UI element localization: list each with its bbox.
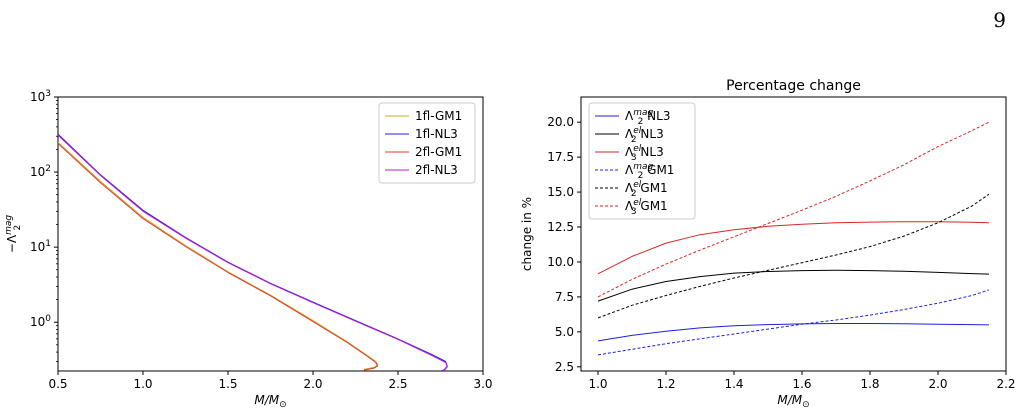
legend-entry-label: Λel 2 NL3 bbox=[625, 126, 664, 145]
series-line-4 bbox=[597, 289, 990, 356]
x-tick-label: 2.0 bbox=[928, 377, 947, 391]
series-line-3 bbox=[58, 143, 379, 371]
y-tick-label: 103 bbox=[30, 89, 51, 104]
legend-entry-label: Λmag 2 NL3 bbox=[625, 108, 670, 127]
legend-box bbox=[588, 102, 696, 220]
y-axis-label: −Λmag2 bbox=[4, 215, 23, 254]
x-tick-label: 0.5 bbox=[48, 377, 67, 391]
legend-entry-label: Λel 3 NL3 bbox=[625, 144, 664, 163]
y-tick-label: 17.5 bbox=[547, 150, 574, 164]
y-tick-label: 20.0 bbox=[547, 115, 574, 129]
x-tick-label: 3.0 bbox=[473, 377, 492, 391]
legend-entry-label: 2fl-NL3 bbox=[415, 163, 458, 177]
series-group bbox=[58, 133, 448, 371]
x-tick-label: 1.0 bbox=[588, 377, 607, 391]
plot-frame bbox=[580, 96, 1007, 372]
x-tick-label: 1.4 bbox=[724, 377, 743, 391]
chart-title: Percentage change bbox=[726, 78, 861, 94]
x-tick-label: 2.5 bbox=[388, 377, 407, 391]
series-line-3 bbox=[597, 221, 990, 275]
legend-entry-label: 1fl-NL3 bbox=[415, 127, 458, 141]
y-tick-label: 5.0 bbox=[555, 325, 574, 339]
y-tick-label: 100 bbox=[30, 314, 51, 329]
series-line-5 bbox=[597, 193, 990, 319]
y-tick-label: 12.5 bbox=[547, 220, 574, 234]
y-tick-label: 7.5 bbox=[555, 290, 574, 304]
y-tick-label: 2.5 bbox=[555, 360, 574, 374]
legend-entry-label: 1fl-GM1 bbox=[415, 109, 462, 123]
legend-entry-label: 2fl-GM1 bbox=[415, 145, 462, 159]
series-group bbox=[597, 121, 990, 356]
x-tick-label: 1.8 bbox=[860, 377, 879, 391]
series-line-1 bbox=[58, 141, 379, 370]
y-tick-label: 102 bbox=[30, 164, 51, 179]
page-number: 9 bbox=[993, 8, 1006, 32]
legend-entry-label: Λel 2 GM1 bbox=[625, 180, 668, 199]
x-tick-label: 1.6 bbox=[792, 377, 811, 391]
y-tick-label: 10.0 bbox=[547, 255, 574, 269]
x-axis-label: M/M⊙ bbox=[777, 393, 809, 410]
series-line-4 bbox=[58, 134, 448, 371]
legend-entry-label: Λel 3 GM1 bbox=[625, 198, 668, 217]
chart-2: 1.0 1.2 1.4 1.6 1.8 2.0 2.2 2.5 5.0 7.5 10.0 12.5 15… bbox=[520, 78, 1016, 410]
series-line-1 bbox=[597, 323, 990, 342]
y-axis-label-group: change in % bbox=[520, 197, 534, 271]
x-tick-label: 2.2 bbox=[996, 377, 1015, 391]
series-line-6 bbox=[597, 121, 990, 298]
legend-entry-label: Λmag 2 GM1 bbox=[625, 162, 674, 181]
y-tick-label: 101 bbox=[30, 239, 51, 254]
chart-1: 0.5 1.0 1.5 2.0 2.5 3.0 100 101 102 103 M/M⊙ −Λmag2… bbox=[4, 89, 493, 410]
legend-box bbox=[378, 102, 476, 184]
x-tick-label: 1.2 bbox=[656, 377, 675, 391]
series-line-2 bbox=[597, 269, 990, 302]
y-axis-label-group: −Λmag2 bbox=[4, 215, 23, 254]
x-tick-label: 2.0 bbox=[303, 377, 322, 391]
plot-frame bbox=[57, 96, 484, 372]
legend: 1fl-GM1 1fl-NL3 2fl-GM1 2fl-NL3 bbox=[378, 102, 476, 184]
x-tick-label: 1.5 bbox=[218, 377, 237, 391]
x-axis-label: M/M⊙ bbox=[254, 393, 286, 410]
x-tick-label: 1.0 bbox=[133, 377, 152, 391]
y-axis-label: change in % bbox=[520, 197, 534, 271]
y-tick-label: 15.0 bbox=[547, 185, 574, 199]
